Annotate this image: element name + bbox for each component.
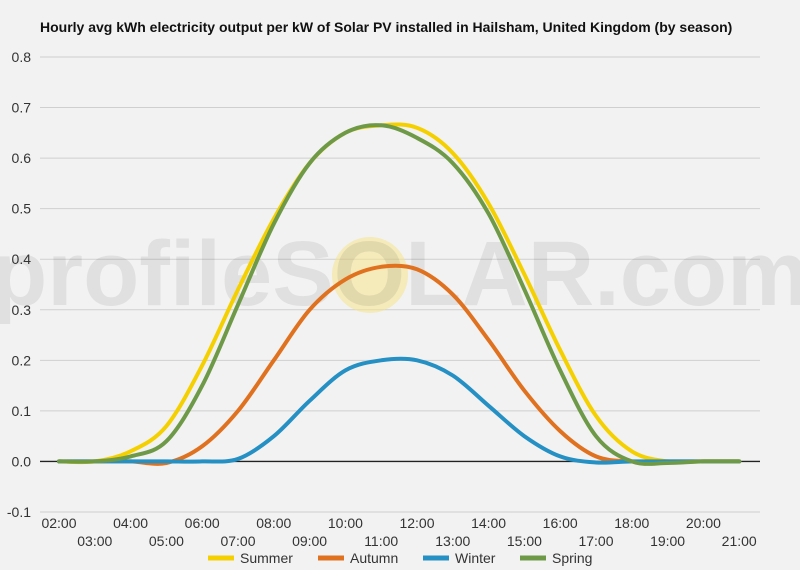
- legend: Summer Autumn Winter Spring: [208, 550, 592, 566]
- x-tick-label: 11:00: [364, 533, 398, 549]
- legend-label-summer: Summer: [240, 550, 293, 566]
- y-tick-label: 0.0: [12, 453, 32, 469]
- x-tick-label: 16:00: [543, 515, 578, 531]
- series-layer: [57, 122, 742, 466]
- x-tick-label: 12:00: [399, 515, 434, 531]
- x-tick-label: 08:00: [256, 515, 291, 531]
- legend-label-winter: Winter: [455, 550, 496, 566]
- y-tick-label: 0.3: [12, 302, 32, 318]
- x-tick-label: 09:00: [292, 533, 327, 549]
- x-tick-label: 07:00: [220, 533, 255, 549]
- x-tick-label: 03:00: [77, 533, 112, 549]
- x-tick-label: 14:00: [471, 515, 506, 531]
- x-tick-label: 02:00: [41, 515, 76, 531]
- series-line-spring: [57, 123, 742, 466]
- x-tick-label: 19:00: [650, 533, 685, 549]
- y-tick-label: 0.1: [12, 403, 32, 419]
- x-tick-label: 06:00: [185, 515, 220, 531]
- x-tick-label: 04:00: [113, 515, 148, 531]
- watermark-sun: [332, 237, 408, 313]
- axis-layer: -0.1 0.0 0.1 0.2 0.3 0.4 0.5 0.6 0.7 0.8 02:0003:0…: [7, 49, 757, 549]
- x-tick-label: 13:00: [435, 533, 470, 549]
- y-tick-label: 0.4: [12, 251, 32, 267]
- x-tick-label: 21:00: [722, 533, 757, 549]
- series-line-summer: [57, 122, 742, 465]
- y-tick-label: 0.6: [12, 150, 32, 166]
- watermark: profileSOLAR.com: [0, 223, 800, 325]
- x-tick-label: 15:00: [507, 533, 542, 549]
- y-tick-label: -0.1: [7, 504, 31, 520]
- y-tick-label: 0.7: [12, 100, 32, 116]
- x-tick-label: 20:00: [686, 515, 721, 531]
- chart-title: Hourly avg kWh electricity output per kW…: [40, 19, 733, 35]
- watermark-text: profileSOLAR.com: [0, 223, 800, 325]
- x-tick-label: 17:00: [578, 533, 613, 549]
- x-tick-label: 10:00: [328, 515, 363, 531]
- y-tick-label: 0.5: [12, 201, 32, 217]
- y-tick-label: 0.2: [12, 352, 32, 368]
- x-tick-label: 05:00: [149, 533, 184, 549]
- x-tick-label: 18:00: [614, 515, 649, 531]
- legend-label-autumn: Autumn: [350, 550, 398, 566]
- y-tick-label: 0.8: [12, 49, 32, 65]
- legend-label-spring: Spring: [552, 550, 592, 566]
